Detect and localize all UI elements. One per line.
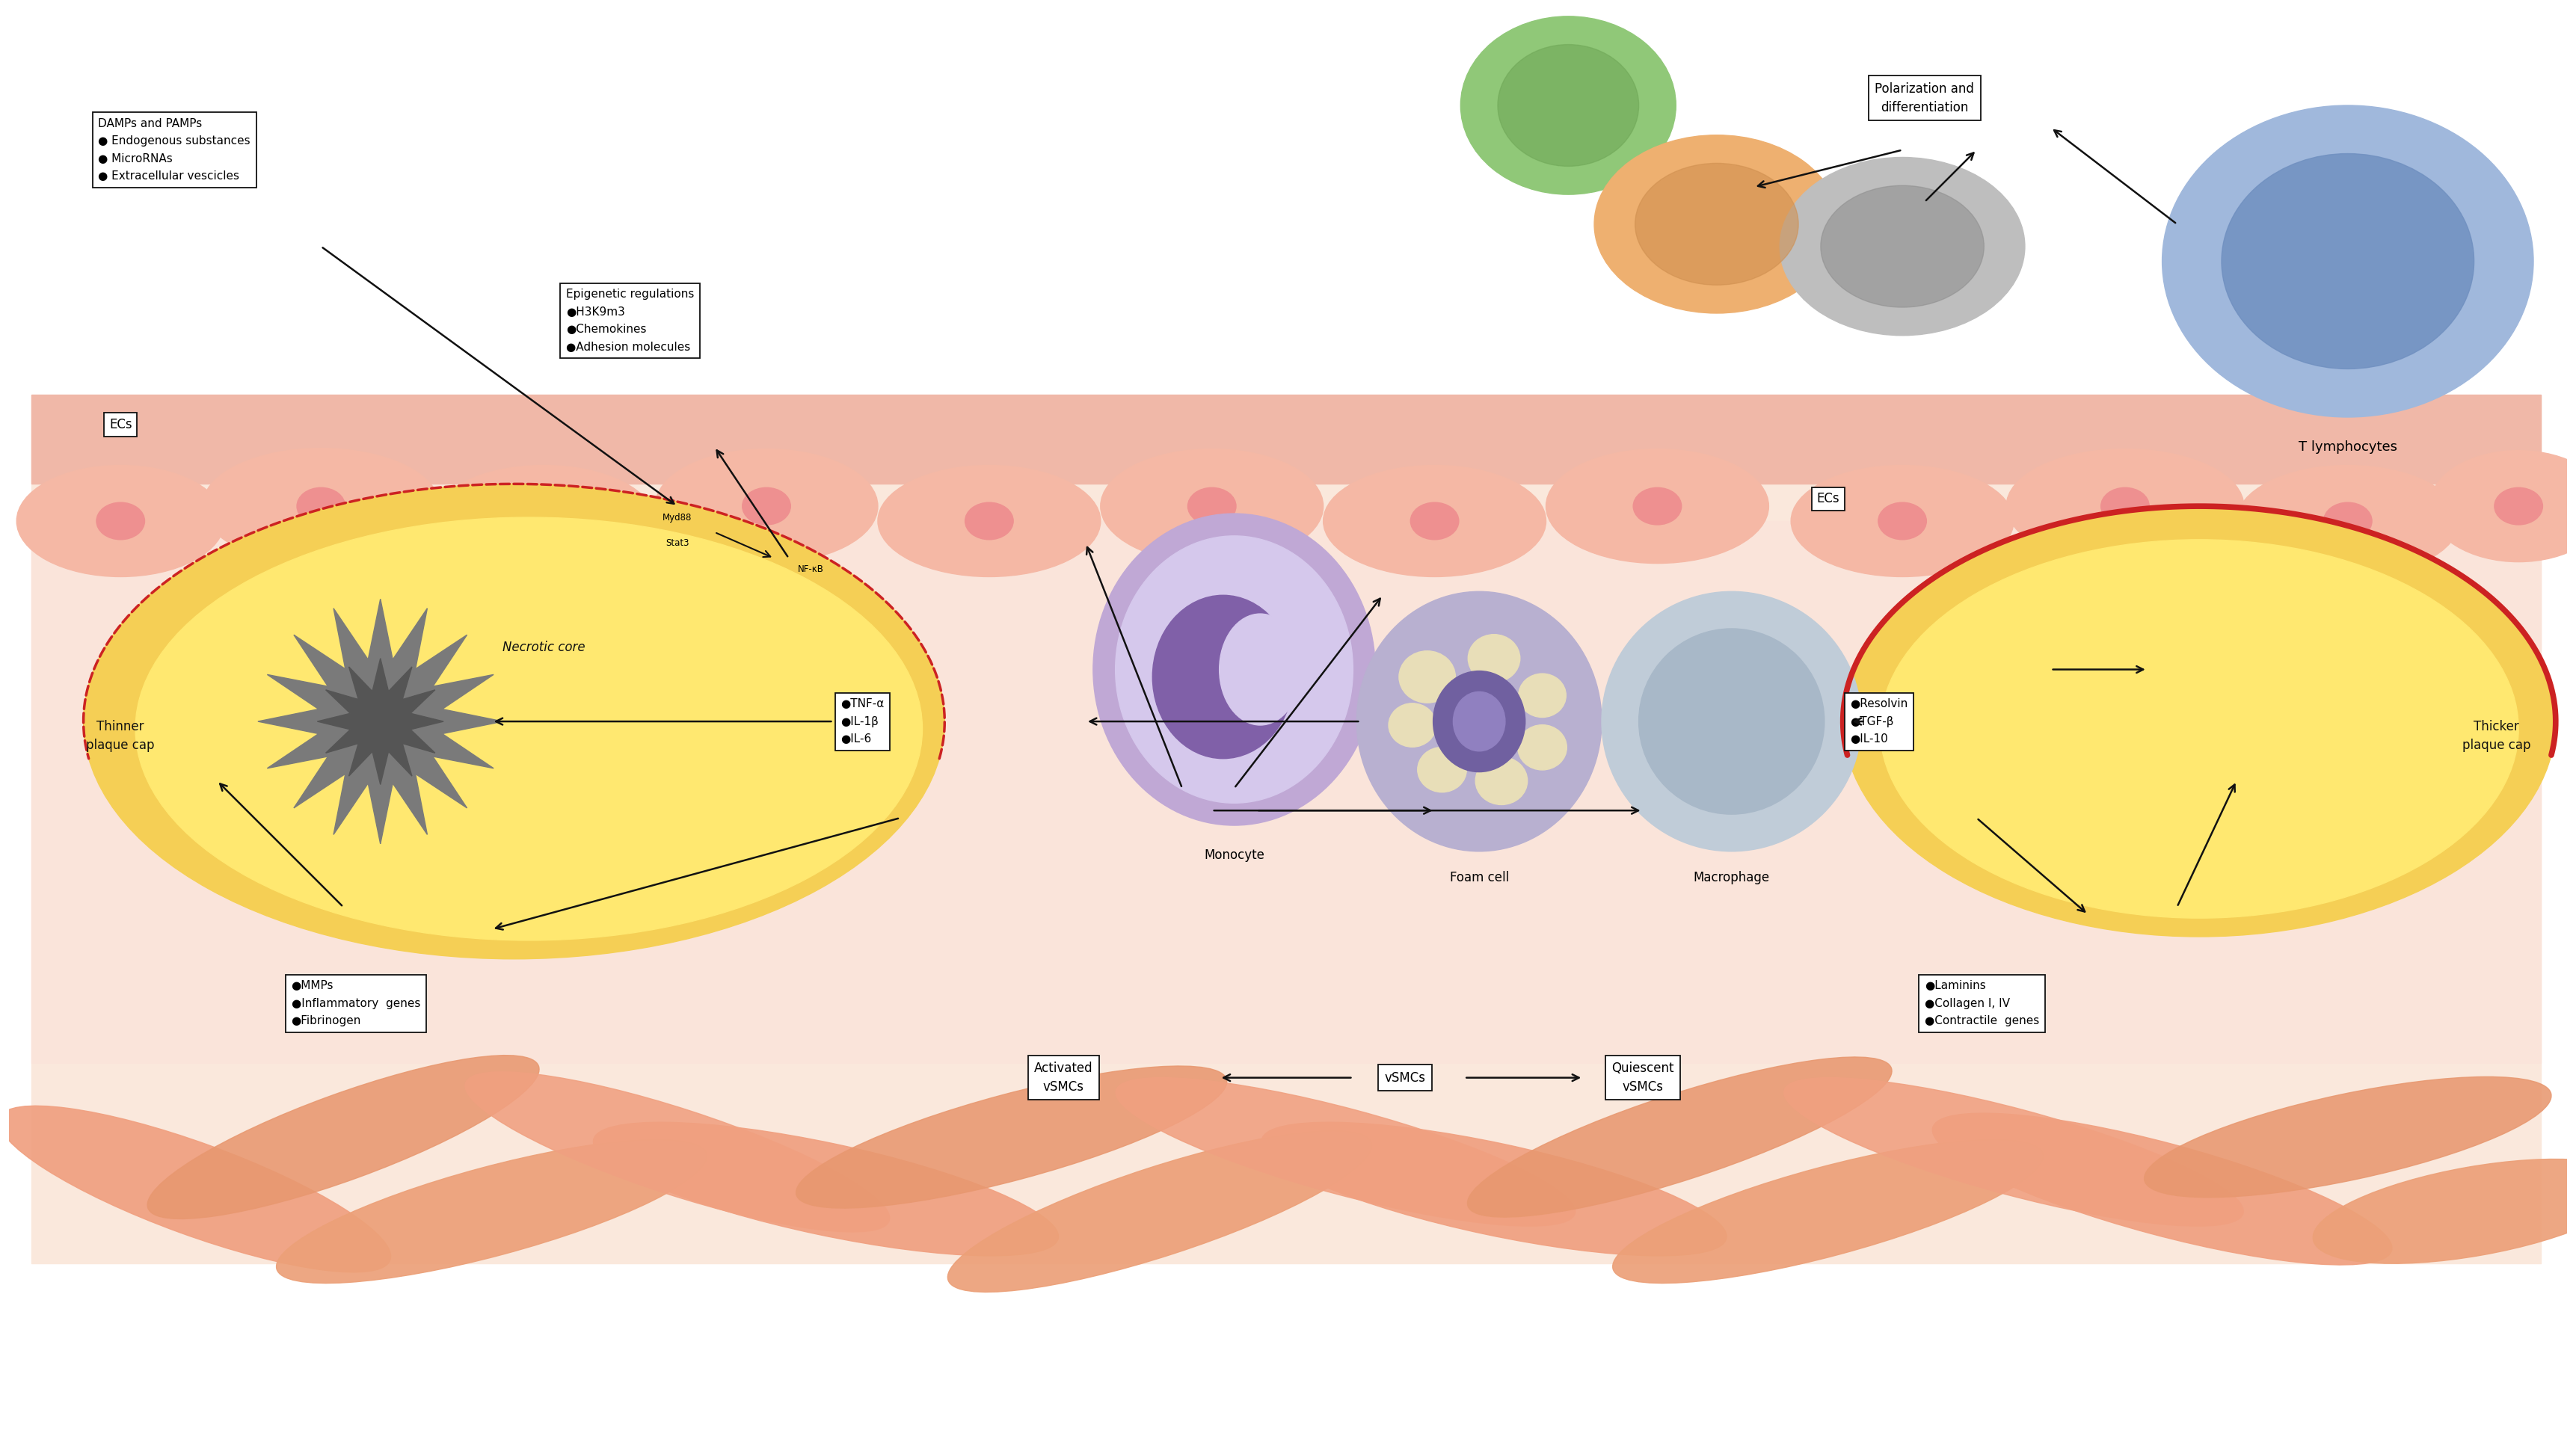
Ellipse shape — [15, 465, 224, 577]
Ellipse shape — [1842, 506, 2555, 936]
Text: Myd88: Myd88 — [662, 512, 693, 522]
Text: ●TNF-α
●IL-1β
●IL-6: ●TNF-α ●IL-1β ●IL-6 — [840, 698, 884, 744]
Ellipse shape — [2324, 503, 2372, 539]
Ellipse shape — [1399, 651, 1455, 702]
Text: ●Resolvin
●TGF-β
●IL-10: ●Resolvin ●TGF-β ●IL-10 — [1850, 698, 1909, 744]
Text: Thicker
plaque cap: Thicker plaque cap — [2463, 720, 2530, 752]
Ellipse shape — [1932, 1114, 2393, 1265]
Ellipse shape — [466, 1072, 889, 1232]
Ellipse shape — [1432, 670, 1525, 772]
Ellipse shape — [1468, 634, 1520, 682]
Ellipse shape — [1412, 503, 1458, 539]
Ellipse shape — [1880, 539, 2519, 917]
Ellipse shape — [1417, 747, 1466, 792]
Ellipse shape — [1468, 1057, 1891, 1217]
Ellipse shape — [1461, 16, 1677, 195]
Text: ●MMPs
●Inflammatory  genes
●Fibrinogen: ●MMPs ●Inflammatory genes ●Fibrinogen — [291, 980, 420, 1027]
Ellipse shape — [147, 1056, 538, 1218]
Text: ●Laminins
●Collagen I, IV
●Contractile  genes: ●Laminins ●Collagen I, IV ●Contractile g… — [1924, 980, 2040, 1027]
Ellipse shape — [1785, 1077, 2244, 1226]
Ellipse shape — [2236, 465, 2460, 577]
Text: ECs: ECs — [1816, 491, 1839, 506]
Text: Necrotic core: Necrotic core — [502, 640, 585, 654]
Ellipse shape — [592, 1122, 1059, 1256]
Ellipse shape — [654, 449, 878, 563]
Ellipse shape — [2161, 105, 2532, 417]
Ellipse shape — [742, 487, 791, 525]
Ellipse shape — [1821, 186, 1984, 307]
Ellipse shape — [878, 465, 1100, 577]
Ellipse shape — [296, 487, 345, 525]
Ellipse shape — [82, 484, 945, 960]
Ellipse shape — [95, 503, 144, 539]
Ellipse shape — [520, 503, 567, 539]
Text: NF-κB: NF-κB — [799, 564, 824, 574]
Ellipse shape — [2313, 1159, 2576, 1264]
Ellipse shape — [1476, 758, 1528, 804]
Text: Polarization and
differentiation: Polarization and differentiation — [1875, 81, 1973, 113]
Ellipse shape — [966, 503, 1012, 539]
Ellipse shape — [1636, 163, 1798, 285]
Ellipse shape — [1324, 465, 1546, 577]
Ellipse shape — [0, 1106, 392, 1272]
Ellipse shape — [1497, 45, 1638, 166]
Ellipse shape — [1100, 449, 1324, 563]
Ellipse shape — [1188, 487, 1236, 525]
Ellipse shape — [1546, 449, 1770, 563]
Ellipse shape — [2102, 487, 2148, 525]
Ellipse shape — [1633, 487, 1682, 525]
Text: Monocyte: Monocyte — [1203, 848, 1265, 862]
Ellipse shape — [2429, 451, 2576, 561]
Ellipse shape — [1453, 692, 1504, 752]
Ellipse shape — [1218, 614, 1301, 726]
Ellipse shape — [1262, 1122, 1726, 1256]
Text: Stat3: Stat3 — [665, 538, 690, 548]
Ellipse shape — [1115, 537, 1352, 803]
Ellipse shape — [1790, 465, 2014, 577]
Ellipse shape — [1613, 1140, 2043, 1284]
Text: DAMPs and PAMPs
● Endogenous substances
● MicroRNAs
● Extracellular vescicles: DAMPs and PAMPs ● Endogenous substances … — [98, 118, 250, 182]
Polygon shape — [31, 395, 2540, 1264]
Text: Thinner
plaque cap: Thinner plaque cap — [88, 720, 155, 752]
Ellipse shape — [1435, 688, 1479, 726]
Polygon shape — [317, 659, 443, 785]
Ellipse shape — [2494, 487, 2543, 525]
Ellipse shape — [1358, 592, 1602, 852]
Ellipse shape — [2143, 1077, 2550, 1198]
Text: Epigenetic regulations
●H3K9m3
●Chemokines
●Adhesion molecules: Epigenetic regulations ●H3K9m3 ●Chemokin… — [567, 289, 693, 352]
Ellipse shape — [1517, 673, 1566, 717]
Ellipse shape — [1517, 726, 1566, 771]
Ellipse shape — [1878, 503, 1927, 539]
Polygon shape — [31, 521, 2540, 1063]
Ellipse shape — [1602, 592, 1862, 852]
Ellipse shape — [1638, 628, 1824, 814]
Ellipse shape — [948, 1131, 1373, 1293]
Ellipse shape — [2221, 154, 2473, 369]
Text: Activated
vSMCs: Activated vSMCs — [1033, 1061, 1092, 1093]
Polygon shape — [258, 599, 502, 843]
Text: Foam cell: Foam cell — [1450, 871, 1510, 884]
Text: ECs: ECs — [108, 417, 131, 432]
Ellipse shape — [276, 1140, 708, 1284]
Ellipse shape — [2007, 449, 2244, 563]
Ellipse shape — [1388, 704, 1435, 747]
Text: Quiescent
vSMCs: Quiescent vSMCs — [1610, 1061, 1674, 1093]
Ellipse shape — [1092, 513, 1376, 826]
Ellipse shape — [796, 1066, 1226, 1208]
Ellipse shape — [1780, 157, 2025, 336]
Ellipse shape — [1595, 135, 1839, 313]
Polygon shape — [31, 395, 2540, 484]
Text: vSMCs: vSMCs — [1383, 1072, 1425, 1085]
Ellipse shape — [1115, 1077, 1577, 1226]
Text: Macrophage: Macrophage — [1692, 871, 1770, 884]
Ellipse shape — [204, 448, 440, 564]
Ellipse shape — [137, 518, 922, 941]
Ellipse shape — [433, 465, 654, 577]
Ellipse shape — [1151, 595, 1293, 759]
Text: T lymphocytes: T lymphocytes — [2298, 441, 2398, 454]
